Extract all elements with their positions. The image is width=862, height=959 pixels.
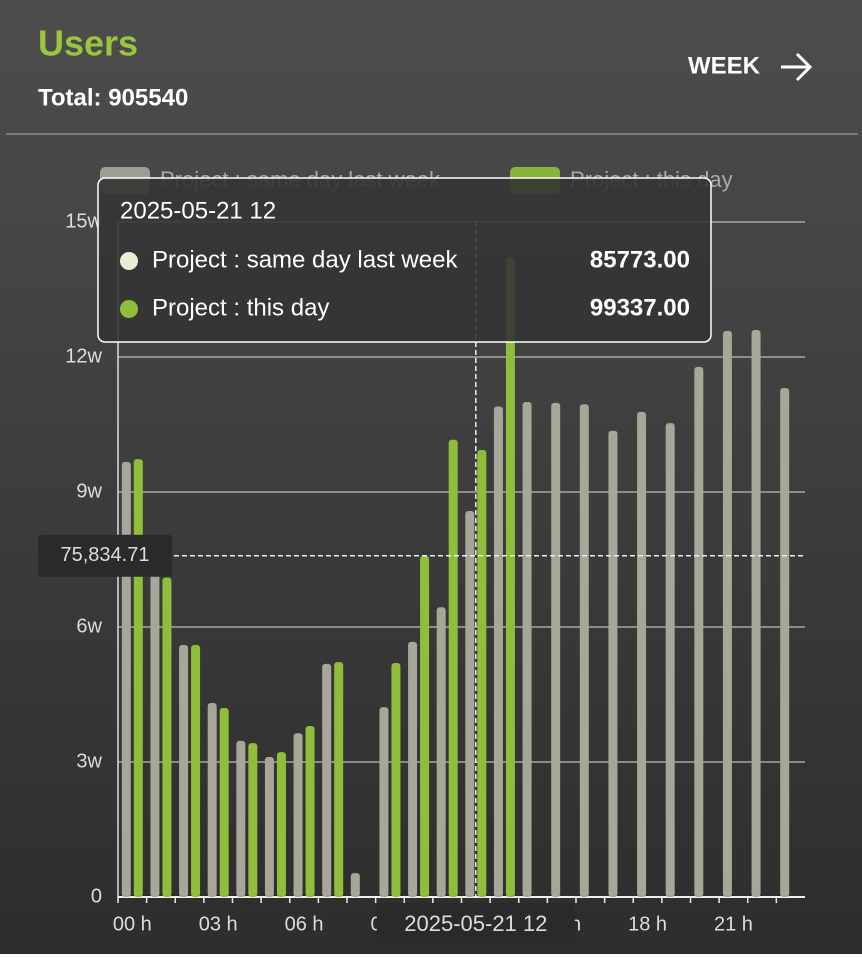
bar xyxy=(477,449,487,897)
y-tick-label: 9w xyxy=(76,480,102,502)
bar xyxy=(579,404,589,897)
bar xyxy=(207,703,217,897)
bar xyxy=(608,430,618,897)
bar xyxy=(780,388,790,897)
bar xyxy=(236,740,246,897)
bar xyxy=(334,662,344,897)
x-tick-label: 00 h xyxy=(113,913,152,935)
bar xyxy=(121,461,131,897)
week-button[interactable]: WEEK xyxy=(688,52,813,82)
bar xyxy=(179,645,189,897)
pointer-y-label: 75,834.71 xyxy=(61,544,150,566)
pointer-x-label: 2025-05-21 12 xyxy=(404,911,547,936)
y-tick-label: 3w xyxy=(76,750,102,772)
arrow-icon[interactable] xyxy=(781,52,813,82)
x-tick-label: 21 h xyxy=(714,913,753,935)
x-tick-label: 18 h xyxy=(628,913,667,935)
y-tick-label: 15w xyxy=(65,210,102,232)
bar xyxy=(162,577,172,897)
bar xyxy=(276,752,286,897)
title: Users xyxy=(38,23,138,64)
pointer-x-box xyxy=(376,903,575,945)
bar xyxy=(391,663,401,897)
x-tick-label: 03 h xyxy=(199,913,238,935)
bar xyxy=(551,402,561,897)
tooltip-title: 2025-05-21 12 xyxy=(120,197,276,224)
bar xyxy=(219,708,229,897)
bar xyxy=(350,873,360,897)
bar xyxy=(420,555,430,897)
tooltip-name: Project : this day xyxy=(152,294,329,321)
tooltip xyxy=(97,177,712,343)
bar xyxy=(264,757,274,897)
tooltip-value: 85773.00 xyxy=(590,246,690,273)
y-tick-label: 6w xyxy=(76,615,102,637)
total: Total: 905540 xyxy=(38,84,188,111)
bar xyxy=(322,663,332,897)
y-tick-label: 0 xyxy=(91,885,102,907)
pointer-y-box xyxy=(38,534,172,577)
bar xyxy=(751,330,761,897)
tooltip-name: Project : same day last week xyxy=(152,246,458,273)
bar xyxy=(408,641,418,897)
bar xyxy=(694,366,704,897)
tooltip-dot xyxy=(120,300,138,318)
bar xyxy=(465,511,475,897)
bar xyxy=(305,726,315,897)
tooltip-value: 99337.00 xyxy=(590,294,690,321)
bar xyxy=(448,439,458,897)
bar xyxy=(133,459,143,897)
bar xyxy=(248,743,258,897)
week-label[interactable]: WEEK xyxy=(688,52,761,79)
bar xyxy=(493,406,503,897)
bar xyxy=(191,645,201,897)
bar xyxy=(150,568,160,897)
bar xyxy=(505,258,515,897)
tooltip-dot xyxy=(120,252,138,270)
y-tick-label: 12w xyxy=(65,345,102,367)
bar xyxy=(522,402,532,897)
bar xyxy=(379,707,389,897)
bar xyxy=(722,330,732,897)
bar xyxy=(293,733,303,897)
bar xyxy=(436,607,446,897)
bar xyxy=(665,423,675,897)
x-tick-label: 06 h xyxy=(285,913,324,935)
bar xyxy=(637,411,647,897)
